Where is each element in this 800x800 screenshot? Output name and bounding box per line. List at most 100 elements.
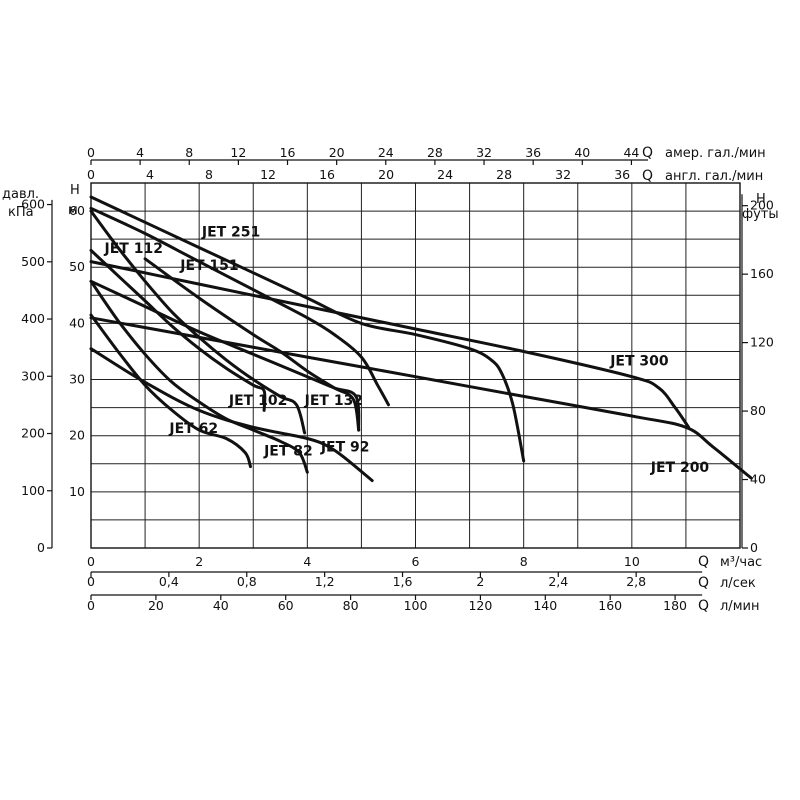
y-axis-m-tick-label: 60 — [69, 203, 85, 218]
y-axis-kpa-tick-label: 400 — [21, 311, 45, 326]
curve-jet-200 — [89, 316, 753, 480]
y-axis-ft-tick-label: 200 — [750, 198, 774, 213]
x-axis-lmin-tick-label: 180 — [663, 598, 687, 613]
plot-frame — [90, 182, 741, 549]
x-axis-usgal-tick-label: 20 — [329, 145, 345, 160]
curve-label-jet-132: JET 132 — [304, 393, 363, 409]
x-axis-ls-tick-label: 0 — [87, 574, 95, 589]
x-axis-lmin-tick-label: 140 — [533, 598, 557, 613]
x-axis-ls-tick-label: 2,8 — [626, 574, 646, 589]
y-axis-m-tick-label: 10 — [69, 484, 85, 499]
x-axis-ukgal-tick-label: 4 — [146, 167, 154, 182]
y-axis-ft-tick-label: 120 — [750, 335, 774, 350]
x-axis-ls-tick-label: 0,8 — [237, 574, 257, 589]
curve-label-jet-102: JET 102 — [228, 393, 287, 409]
y-axis-m-tick-label: 50 — [69, 259, 85, 274]
y-axis-kpa-tick-label: 100 — [21, 483, 45, 498]
x-axis-lmin-tick-label: 100 — [404, 598, 428, 613]
x-axis-usgal-tick-label: 28 — [427, 145, 443, 160]
curve-label-jet-251: JET 251 — [201, 224, 260, 240]
curve-label-jet-92: JET 92 — [320, 439, 370, 455]
curve-label-jet-62: JET 62 — [168, 421, 218, 437]
x-axis-lmin-tick-label: 160 — [598, 598, 622, 613]
y-axis-m-tick-label: 20 — [69, 428, 85, 443]
curve-label-jet-300: JET 300 — [609, 354, 669, 370]
x-axis-usgal-tick-label: 36 — [525, 145, 541, 160]
x-axis-ukgal-tick-label: 32 — [555, 167, 571, 182]
x-axis-usgal-tick-label: 32 — [476, 145, 492, 160]
x-axis-ukgal-tick-label: 20 — [378, 167, 394, 182]
y-axis-ft-tick-label: 40 — [750, 472, 766, 487]
y-axis-kpa-label-1: давл. — [2, 187, 39, 202]
x-axis-lmin-tick-label: 120 — [468, 598, 492, 613]
x-axis-usgal-tick-label: 44 — [623, 145, 639, 160]
y-axis-kpa-tick-label: 0 — [37, 540, 45, 555]
y-axis-m-tick-label: 30 — [69, 372, 85, 387]
curve-jet-300 — [89, 260, 691, 429]
bottom-lmin-label: л/мин — [720, 599, 759, 614]
top-us-q: Q — [642, 145, 653, 161]
x-axis-m3-tick-label: 0 — [87, 554, 95, 569]
x-axis-usgal-tick-label: 4 — [136, 145, 144, 160]
y-axis-ft-tick-label: 80 — [750, 403, 766, 418]
x-axis-m3-tick-label: 4 — [303, 554, 311, 569]
x-axis-ls-tick-label: 1,6 — [393, 574, 413, 589]
x-axis-usgal-tick-label: 12 — [230, 145, 246, 160]
x-axis-m3-tick-label: 6 — [412, 554, 420, 569]
y-axis-ft-label-2: футы — [742, 207, 779, 222]
pump-curves — [89, 195, 753, 483]
curve-label-jet-151: JET 151 — [179, 258, 238, 274]
x-axis-lmin-tick-label: 80 — [343, 598, 359, 613]
x-axis-ukgal-tick-label: 8 — [205, 167, 213, 182]
curve-jet-62 — [89, 313, 252, 469]
x-axis-m3-tick-label: 8 — [520, 554, 528, 569]
x-axis-ukgal-tick-label: 12 — [260, 167, 276, 182]
curve-jet-112 — [89, 209, 307, 435]
x-axis-lmin-tick-label: 0 — [87, 598, 95, 613]
x-axis-ls-tick-label: 1,2 — [315, 574, 335, 589]
curve-label-jet-82: JET 82 — [263, 443, 313, 459]
x-axis-ukgal-tick-label: 36 — [614, 167, 630, 182]
x-axis-ukgal-tick-label: 28 — [496, 167, 512, 182]
x-axis-usgal-tick-label: 24 — [378, 145, 394, 160]
x-axis-lmin-tick-label: 40 — [213, 598, 229, 613]
y-axis-kpa-label-2: кПа — [8, 205, 34, 220]
curve-label-jet-200: JET 200 — [650, 460, 710, 476]
curve-jet-151 — [143, 257, 361, 432]
top-uk-label: англ. гал./мин — [665, 169, 763, 184]
x-axis-ls-tick-label: 2,4 — [548, 574, 568, 589]
curve-jet-300 — [89, 195, 526, 463]
x-axis-m3-tick-label: 2 — [195, 554, 203, 569]
y-axis-ft-label-1: H — [756, 192, 766, 207]
x-axis-ukgal-tick-label: 16 — [319, 167, 335, 182]
y-axis-m-tick-label: 40 — [69, 315, 85, 330]
bottom-m3-q: Q — [698, 554, 709, 570]
curve-jet-132 — [89, 279, 361, 432]
y-axis-kpa-tick-label: 600 — [21, 197, 45, 212]
bottom-lmin-q: Q — [698, 598, 709, 614]
x-axis-ukgal-tick-label: 0 — [87, 167, 95, 182]
y-axis-m-label-2: м — [68, 203, 78, 218]
y-axis-kpa-tick-label: 200 — [21, 426, 45, 441]
x-axis-usgal-tick-label: 8 — [185, 145, 193, 160]
axes: 1020304050600100200300400500600040801201… — [21, 145, 774, 613]
top-uk-q: Q — [642, 168, 653, 184]
bottom-ls-q: Q — [698, 575, 709, 591]
y-axis-m-label-1: H — [70, 183, 80, 198]
curve-jet-82 — [89, 279, 309, 474]
y-axis-ft-tick-label: 0 — [750, 540, 758, 555]
x-axis-m3-tick-label: 10 — [624, 554, 640, 569]
y-axis-ft-tick-label: 160 — [750, 266, 774, 281]
x-axis-usgal-tick-label: 16 — [280, 145, 296, 160]
bottom-m3-label: м³/час — [720, 555, 762, 570]
x-axis-ukgal-tick-label: 24 — [437, 167, 453, 182]
y-axis-kpa-tick-label: 300 — [21, 368, 45, 383]
x-axis-lmin-tick-label: 60 — [278, 598, 294, 613]
curve-jet-92 — [89, 347, 374, 483]
bottom-ls-label: л/сек — [720, 576, 756, 591]
top-us-label: амер. гал./мин — [665, 146, 766, 161]
x-axis-lmin-tick-label: 20 — [148, 598, 164, 613]
x-axis-ls-tick-label: 2 — [476, 574, 484, 589]
curve-labels: JET 251 JET 112 JET 151 JET 102 JET 132 JET 6… — [104, 224, 710, 476]
